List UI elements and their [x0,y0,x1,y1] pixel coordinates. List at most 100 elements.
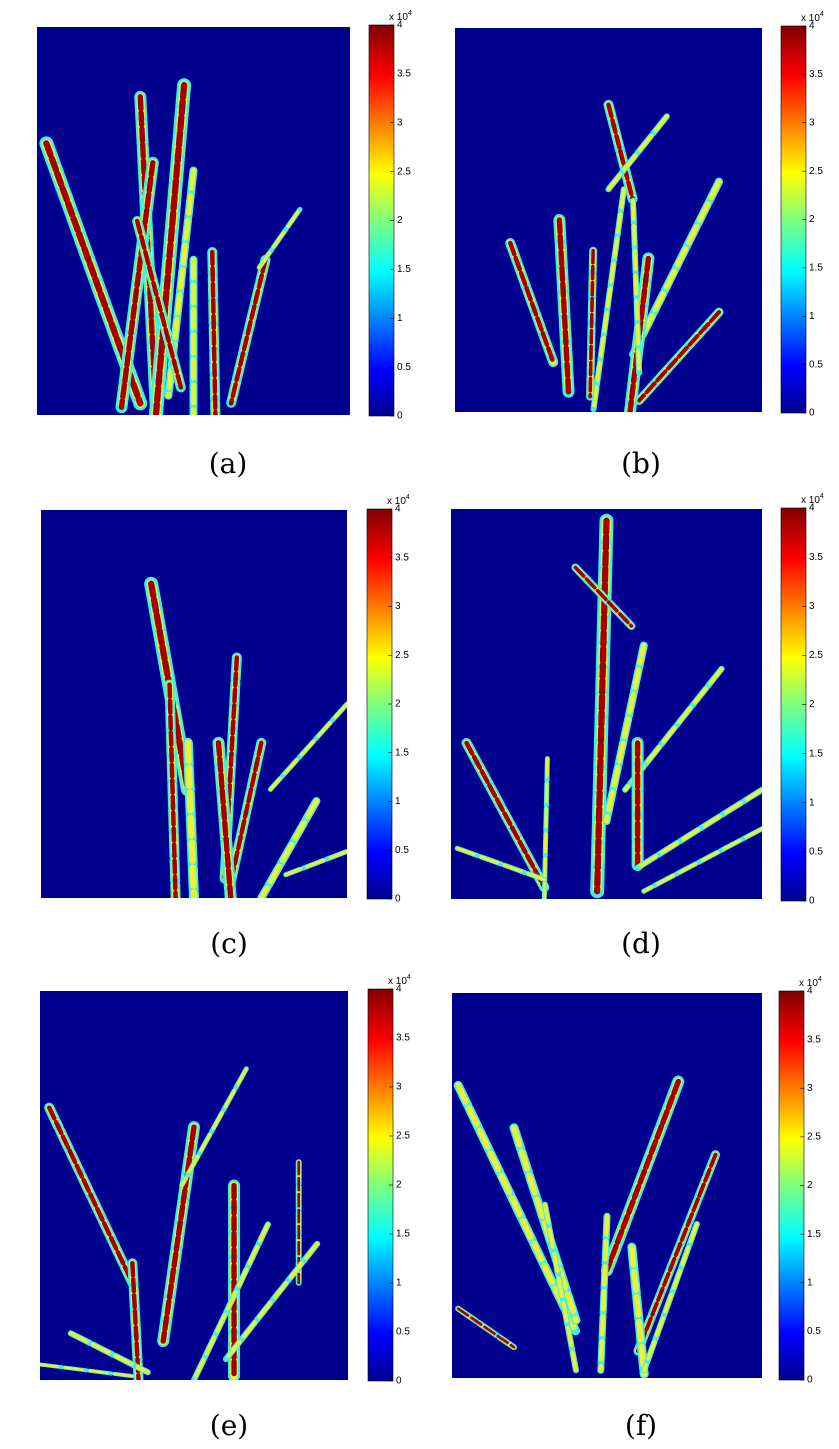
leaf-core [118,160,156,410]
colorbar-tick-label: 2.5 [807,1132,821,1143]
colorbar-tick-label: 2 [809,699,815,710]
colorbar-tick-label: 0 [395,894,401,905]
colorbar-multiplier: x 104 [801,493,824,506]
colorbar-tick-label: 3.5 [809,69,823,80]
colorbar-tick-label: 3 [397,117,403,128]
colorbar [366,508,393,900]
leaves [39,78,303,415]
multiplier-base: x 10 [387,496,406,507]
multiplier-exponent: 4 [407,974,411,981]
leaf-mid [543,1202,578,1373]
leaf-core [215,740,234,898]
leaf-mid [455,846,546,882]
colorbar-tick-label: 2.5 [397,166,411,177]
colorbar-tick-label: 2.5 [396,1131,410,1142]
colorbar-multiplier: x 104 [389,10,412,23]
leaf-core [635,1152,718,1354]
leaf-mid [222,1241,320,1363]
leaf-mid [257,207,302,270]
colorbar-tick-label: 2 [809,214,815,225]
leaf-core [46,1105,135,1285]
plant [453,1075,720,1378]
plant [144,576,347,898]
colorbar-tick-label: 4 [396,984,402,995]
leaf-mid [598,1214,610,1373]
leaf-core [456,1307,516,1349]
colorbar-tick-label: 1 [396,1278,402,1289]
leaf-core [588,248,595,399]
leaf-mid [591,187,626,412]
colorbar-tick-label: 0.5 [397,362,411,373]
colorbar-tick-label: 0.5 [807,1326,821,1337]
leaf-core [130,1261,141,1380]
leaf-mid [635,787,762,870]
colorbar [367,988,394,1382]
leaf-core [508,240,556,365]
colorbar-tick-label: 1.5 [395,747,409,758]
leaf-mid [631,198,642,376]
leaf-mid [628,1244,648,1378]
colorbar-tick-label: 3.5 [809,552,823,563]
panel-caption: (c) [210,927,248,960]
multiplier-base: x 10 [801,495,820,506]
leaf-mid [603,642,647,824]
leaf-mid [542,756,550,899]
leaf-mid [192,1222,270,1380]
leaf-core [134,218,184,391]
multiplier-exponent: 4 [818,976,822,983]
colorbar-tick-label: 4 [807,986,813,997]
colorbar-tick-label: 1 [809,311,815,322]
multiplier-base: x 10 [801,13,820,24]
colorbar-tick-label: 2 [397,215,403,226]
leaf-core [210,249,218,415]
leaf-core [573,565,634,628]
leaf-mid [258,798,319,898]
leaf-core [637,310,722,403]
leaf-mid [455,1082,579,1335]
colorbar-tick-label: 2.5 [809,650,823,661]
plant [454,513,762,899]
plant [40,1066,321,1380]
colorbar-tick-label: 0 [396,1376,402,1387]
colorbar-tick-label: 1.5 [396,1229,410,1240]
colorbar-tick-label: 3.5 [807,1034,821,1045]
panel-caption: (d) [621,927,661,960]
leaf-mid [184,739,198,898]
colorbar-tick-label: 3 [395,601,401,612]
multiplier-exponent: 4 [406,494,410,501]
colorbar-tick-label: 3 [807,1083,813,1094]
colorbar-tick-label: 4 [809,503,815,514]
colorbar [780,25,807,414]
leaf-core [228,257,268,406]
colorbar-tick-label: 3.5 [397,69,411,80]
leaf-core [604,1078,681,1273]
colorbar-tick-label: 0 [809,408,815,419]
colorbar-tick-label: 1 [807,1277,813,1288]
colorbar-tick-label: 3 [809,117,815,128]
panel-caption: (a) [209,447,248,480]
multiplier-base: x 10 [389,12,408,23]
colorbar-tick-label: 3.5 [396,1033,410,1044]
colorbar-tick-label: 3 [809,601,815,612]
colorbar-tick-label: 4 [397,20,403,31]
leaf-mid [284,849,347,877]
colorbar-tick-label: 0.5 [395,845,409,856]
colorbar-tick-label: 1.5 [809,263,823,274]
colorbar-tick-label: 1.5 [807,1229,821,1240]
panel-caption: (e) [210,1409,248,1442]
colorbar-multiplier: x 104 [388,974,411,987]
colorbar-multiplier: x 104 [387,494,410,507]
colorbar-tick-label: 0.5 [809,847,823,858]
multiplier-exponent: 4 [820,493,824,500]
colorbar-tick-label: 2 [395,699,401,710]
colorbar-tick-label: 1.5 [397,264,411,275]
leaves [40,1066,321,1380]
leaf-mid [40,1363,134,1378]
image-background [452,993,762,1378]
leaf-mid [630,179,722,357]
leaf-mid [511,1124,579,1324]
colorbar-tick-label: 2 [807,1180,813,1191]
colorbar-tick-label: 0 [809,896,815,907]
colorbar-multiplier: x 104 [801,11,824,24]
colorbar-tick-label: 1.5 [809,748,823,759]
